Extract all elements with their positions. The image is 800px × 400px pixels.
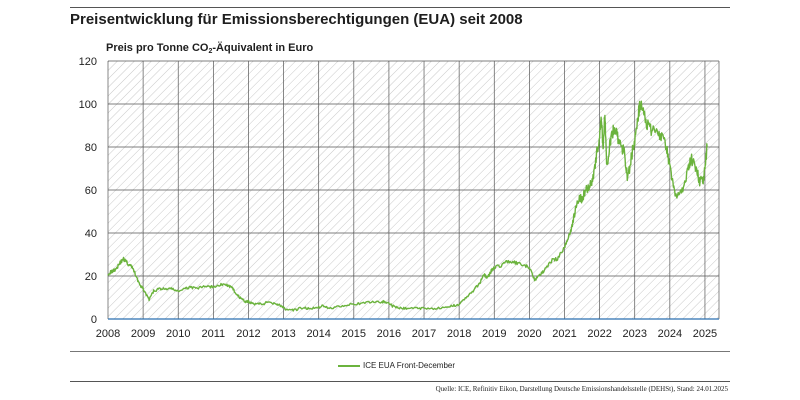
x-tick-label: 2015 (342, 328, 366, 340)
x-tick-label: 2010 (166, 328, 190, 340)
y-axis-label: Preis pro Tonne CO2-Äquivalent in Euro (106, 42, 313, 55)
series-line-ice-eua (107, 100, 708, 312)
x-tick-label: 2009 (131, 328, 155, 340)
legend-swatch (338, 364, 360, 367)
y-tick-label: 60 (85, 185, 97, 197)
x-tick-label: 2017 (412, 328, 436, 340)
x-tick-label: 2011 (202, 328, 226, 340)
x-tick-label: 2018 (447, 328, 471, 340)
x-tick-label: 2020 (517, 328, 541, 340)
source-note: Quelle: ICE, Refinitiv Eikon, Darstellun… (435, 385, 728, 393)
legend: ICE EUA Front-December (338, 361, 455, 370)
grid-lines (107, 60, 720, 320)
x-tick-labels: 2008 2009 2010 2011 2012 2013 2014 2015 2016 2017… (96, 328, 717, 340)
x-tick-label: 2013 (271, 328, 295, 340)
x-tick-label: 2014 (306, 328, 330, 340)
y-tick-label: 40 (85, 228, 97, 240)
x-tick-label: 2024 (658, 328, 682, 340)
x-tick-label: 2019 (482, 328, 506, 340)
y-tick-label: 80 (85, 142, 97, 154)
x-tick-label: 2012 (236, 328, 260, 340)
x-tick-label: 2008 (96, 328, 120, 340)
bottom-rule (70, 381, 730, 382)
x-tick-label: 2023 (622, 328, 646, 340)
x-tick-label: 2022 (587, 328, 611, 340)
y-axis-label-prefix: Preis pro Tonne CO (106, 42, 209, 54)
y-tick-label: 20 (85, 271, 97, 283)
top-rule (70, 7, 730, 8)
legend-separator (70, 351, 730, 352)
y-tick-label: 120 (79, 56, 97, 68)
x-tick-label: 2016 (377, 328, 401, 340)
y-tick-labels: 0 20 40 60 80 100 120 (79, 56, 97, 326)
legend-label: ICE EUA Front-December (363, 361, 456, 370)
chart-title: Preisentwicklung für Emissionsberechtigu… (70, 11, 523, 28)
x-tick-label: 2025 (693, 328, 717, 340)
y-tick-label: 100 (79, 99, 97, 111)
y-axis-label-suffix: -Äquivalent in Euro (212, 42, 314, 54)
x-tick-label: 2021 (552, 328, 576, 340)
y-axis-label-subscript: 2 (208, 48, 213, 55)
y-tick-label: 0 (91, 314, 97, 326)
